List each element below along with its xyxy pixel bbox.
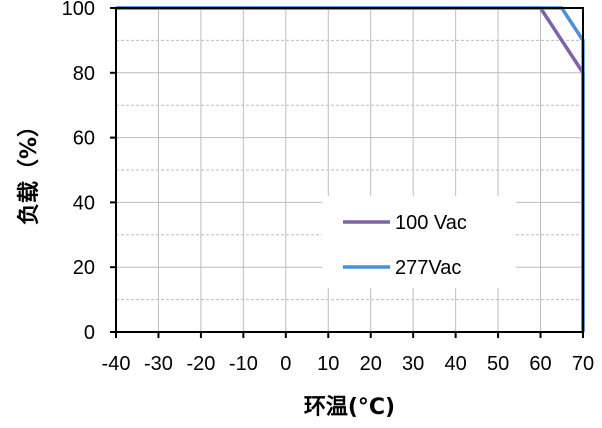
- y-tick-label: 40: [73, 192, 95, 214]
- x-tick-label: 60: [529, 353, 551, 375]
- y-tick-label: 100: [62, 0, 95, 20]
- x-tick-label: 10: [317, 353, 339, 375]
- x-tick-label: -40: [102, 353, 131, 375]
- x-axis-ticks: -40 -30 -20 -10 0 10 20 30 40 50 60 70: [102, 332, 594, 375]
- x-tick-label: -20: [186, 353, 215, 375]
- legend: 100 Vac 277Vac: [322, 196, 516, 288]
- y-tick-label: 80: [73, 63, 95, 85]
- y-axis-ticks: 0 20 40 60 80 100: [62, 0, 116, 344]
- y-tick-label: 0: [84, 322, 95, 344]
- x-tick-label: 70: [572, 353, 594, 375]
- x-tick-label: 40: [445, 353, 467, 375]
- y-tick-label: 20: [73, 257, 95, 279]
- legend-label-1: 100 Vac: [395, 212, 467, 234]
- x-tick-label: -30: [144, 353, 173, 375]
- y-tick-label: 60: [73, 128, 95, 150]
- legend-label-2: 277Vac: [395, 257, 461, 279]
- y-axis-title: 负载（%）: [16, 115, 42, 225]
- x-tick-label: 50: [487, 353, 509, 375]
- x-axis-title: 环温(°C): [304, 395, 395, 420]
- legend-box: [322, 196, 516, 288]
- x-tick-label: 30: [402, 353, 424, 375]
- x-tick-label: 20: [360, 353, 382, 375]
- plot-area-frame: [115, 7, 584, 333]
- x-tick-label: 0: [280, 353, 291, 375]
- x-tick-label: -10: [229, 353, 258, 375]
